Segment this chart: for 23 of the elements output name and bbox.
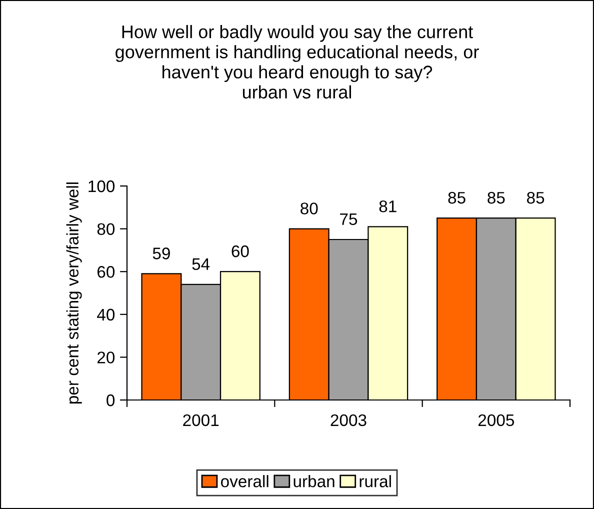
- legend-label: overall: [221, 475, 268, 488]
- data-label: 85: [527, 192, 544, 204]
- y-tick-label: 80: [97, 223, 115, 236]
- y-axis-title: per cent stating very/fairly well: [66, 182, 82, 404]
- chart-title: How well or badly would you say the current government is handling educational needs, or haven't you heard enough to say? urban vs rural: [116, 25, 479, 99]
- y-tick-label: 40: [97, 308, 115, 321]
- data-label: 75: [340, 213, 358, 226]
- x-tick-label: 2001: [183, 414, 219, 426]
- data-label: 85: [448, 192, 466, 204]
- x-tick-label: 2005: [478, 414, 514, 426]
- legend-label: urban: [294, 475, 334, 488]
- y-tick-label: 100: [88, 180, 115, 192]
- data-label: 81: [379, 200, 396, 212]
- y-tick-label: 20: [97, 352, 115, 364]
- x-tick-label: 2003: [330, 414, 366, 426]
- data-label: 85: [488, 192, 505, 204]
- legend-label: rural: [360, 475, 391, 488]
- data-label: 54: [192, 258, 210, 270]
- data-label: 60: [232, 245, 249, 258]
- data-label: 59: [152, 248, 170, 260]
- y-tick-label: 60: [98, 266, 115, 278]
- y-tick-label: 0: [106, 394, 115, 406]
- data-label: 80: [300, 202, 318, 214]
